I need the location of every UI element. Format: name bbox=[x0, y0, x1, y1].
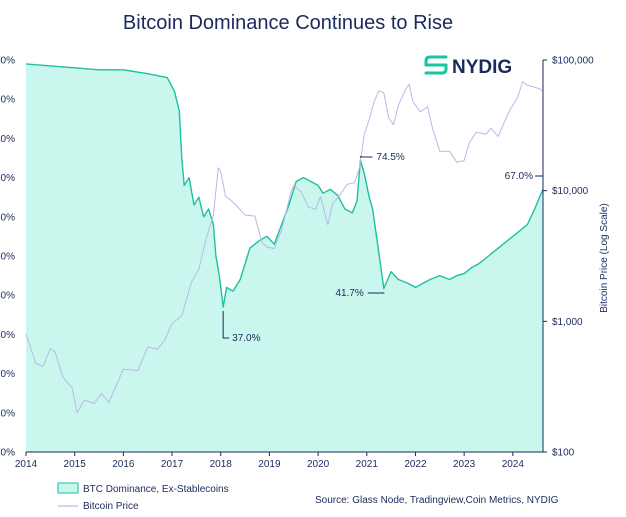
annotation-leader bbox=[222, 310, 230, 339]
y-left-tick-label: 100% bbox=[0, 56, 15, 67]
y-left-tick-label: 50% bbox=[0, 252, 15, 263]
nydig-logo-icon bbox=[424, 55, 448, 75]
annotation-label: 41.7% bbox=[335, 288, 363, 299]
annotation-leader bbox=[535, 175, 544, 186]
series-dominance-line bbox=[25, 63, 544, 308]
x-tick-label: 2023 bbox=[453, 459, 476, 470]
y-left-tick-label: 10% bbox=[0, 408, 15, 419]
y-right-tick-label: $1,000 bbox=[552, 317, 583, 328]
axes: 2014 2015 2016 2017 2018 2019 2020 2021 2022 2023… bbox=[0, 56, 594, 471]
y-left-tick-label: 70% bbox=[0, 173, 15, 184]
x-tick-label: 2021 bbox=[356, 459, 379, 470]
legend-label-price: Bitcoin Price bbox=[83, 501, 139, 512]
y-left-tick-label: 20% bbox=[0, 369, 15, 380]
y-left-tick-label: 30% bbox=[0, 330, 15, 341]
legend-label-dominance: BTC Dominance, Ex-Stablecoins bbox=[83, 484, 229, 495]
y-left-tick-label: 80% bbox=[0, 134, 15, 145]
x-tick-label: 2019 bbox=[258, 459, 281, 470]
y-right-axis-label: Bitcoin Price (Log Scale) bbox=[599, 203, 610, 313]
y-left-tick-label: 40% bbox=[0, 291, 15, 302]
y-right-tick-label: $100 bbox=[552, 448, 575, 459]
y-right-tick-label: $10,000 bbox=[552, 186, 589, 197]
nydig-logo: NYDIG bbox=[424, 55, 512, 78]
y-left-tick-label: 90% bbox=[0, 95, 15, 106]
x-tick-label: 2014 bbox=[15, 459, 38, 470]
x-tick-label: 2017 bbox=[161, 459, 184, 470]
x-tick-label: 2015 bbox=[64, 459, 87, 470]
x-tick-label: 2022 bbox=[404, 459, 427, 470]
y-right-tick-label: $100,000 bbox=[552, 56, 594, 67]
annotation-label: 74.5% bbox=[376, 152, 404, 163]
series-bitcoin-price-line bbox=[25, 81, 544, 414]
annotation-label: 67.0% bbox=[505, 171, 533, 182]
chart-title: Bitcoin Dominance Continues to Rise bbox=[123, 12, 453, 34]
logo-text: NYDIG bbox=[452, 57, 512, 78]
annotation-leader bbox=[359, 155, 373, 158]
annotation-label: 37.0% bbox=[232, 333, 260, 344]
y-left-tick-label: 0% bbox=[1, 448, 16, 459]
legend: BTC Dominance, Ex-Stablecoins Bitcoin Pr… bbox=[57, 482, 229, 512]
x-tick-label: 2024 bbox=[502, 459, 525, 470]
annotations: 37.0% 74.5% 41.7% 67.0% bbox=[222, 152, 544, 344]
legend-swatch-dominance bbox=[57, 482, 79, 494]
x-tick-label: 2016 bbox=[112, 459, 135, 470]
series-dominance-area bbox=[26, 63, 543, 453]
plot-area bbox=[25, 63, 544, 453]
y-left-tick-label: 60% bbox=[0, 212, 15, 223]
source-note: Source: Glass Node, Tradingview,Coin Met… bbox=[315, 495, 559, 506]
x-tick-label: 2018 bbox=[210, 459, 233, 470]
x-tick-label: 2020 bbox=[307, 459, 330, 470]
